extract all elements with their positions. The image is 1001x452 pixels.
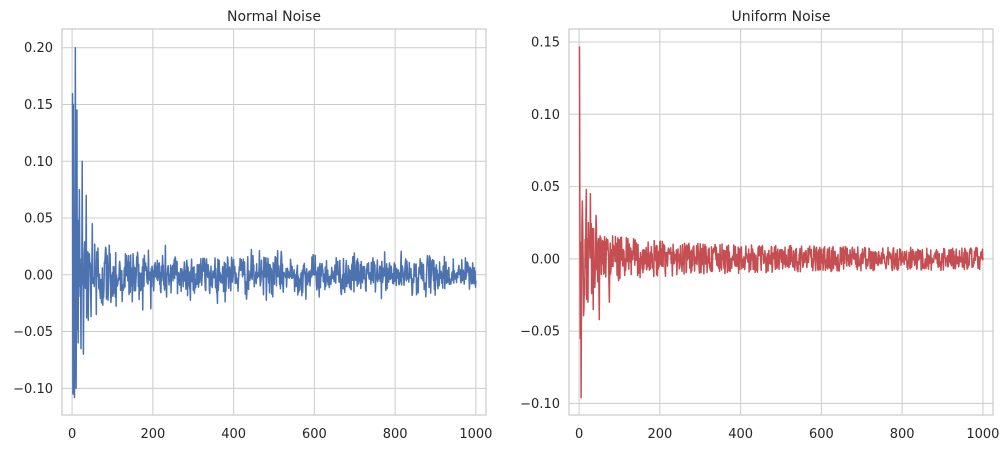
normal-noise-axes-frame bbox=[61, 28, 487, 416]
normal-noise-x-tick-label: 800 bbox=[383, 427, 408, 442]
normal-noise-y-tick-label: −0.05 bbox=[13, 325, 53, 340]
uniform-noise-y-tick-label: −0.10 bbox=[520, 397, 560, 412]
uniform-noise-x-tick-label: 200 bbox=[647, 427, 672, 442]
normal-noise-x-tick-label: 0 bbox=[68, 427, 76, 442]
normal-noise-plot-area bbox=[62, 29, 486, 415]
normal-noise-x-tick-label: 400 bbox=[221, 427, 246, 442]
normal-noise-y-tick-label: 0.05 bbox=[24, 212, 53, 227]
normal-noise-y-tick-label: 0.00 bbox=[24, 268, 53, 283]
normal-noise-y-tick-label: −0.10 bbox=[13, 382, 53, 397]
uniform-noise-y-tick-label: 0.15 bbox=[531, 36, 560, 51]
uniform-noise-x-tick-label: 400 bbox=[728, 427, 753, 442]
normal-noise-x-tick-label: 200 bbox=[140, 427, 165, 442]
uniform-noise-y-tick-label: −0.05 bbox=[520, 325, 560, 340]
uniform-noise-y-tick-label: 0.05 bbox=[531, 180, 560, 195]
uniform-noise-x-tick-label: 0 bbox=[575, 427, 583, 442]
normal-noise-panel: 0 200 400 600 800 1000 −0.10 −0.05 0.00 0.05 0.10 0… bbox=[13, 9, 492, 442]
normal-noise-title: Normal Noise bbox=[227, 9, 321, 25]
uniform-noise-series-line bbox=[578, 46, 984, 399]
uniform-noise-panel: 0 200 400 600 800 1000 −0.10 −0.05 0.00 0.05 0.10 0… bbox=[520, 9, 999, 442]
normal-noise-series-line bbox=[71, 46, 477, 399]
uniform-noise-plot-area bbox=[569, 29, 993, 415]
normal-noise-x-tick-label: 600 bbox=[302, 427, 327, 442]
normal-noise-y-tick-label: 0.20 bbox=[24, 41, 53, 56]
uniform-noise-x-tick-label: 600 bbox=[809, 427, 834, 442]
uniform-noise-axes-frame bbox=[568, 28, 994, 416]
uniform-noise-title: Uniform Noise bbox=[732, 9, 831, 25]
uniform-noise-x-tick-label: 800 bbox=[890, 427, 915, 442]
uniform-noise-y-tick-label: 0.00 bbox=[531, 252, 560, 267]
normal-noise-y-tick-label: 0.10 bbox=[24, 155, 53, 170]
normal-noise-y-tick-label: 0.15 bbox=[24, 98, 53, 113]
uniform-noise-x-tick-label: 1000 bbox=[966, 427, 999, 442]
normal-noise-x-tick-label: 1000 bbox=[459, 427, 492, 442]
uniform-noise-y-tick-label: 0.10 bbox=[531, 108, 560, 123]
